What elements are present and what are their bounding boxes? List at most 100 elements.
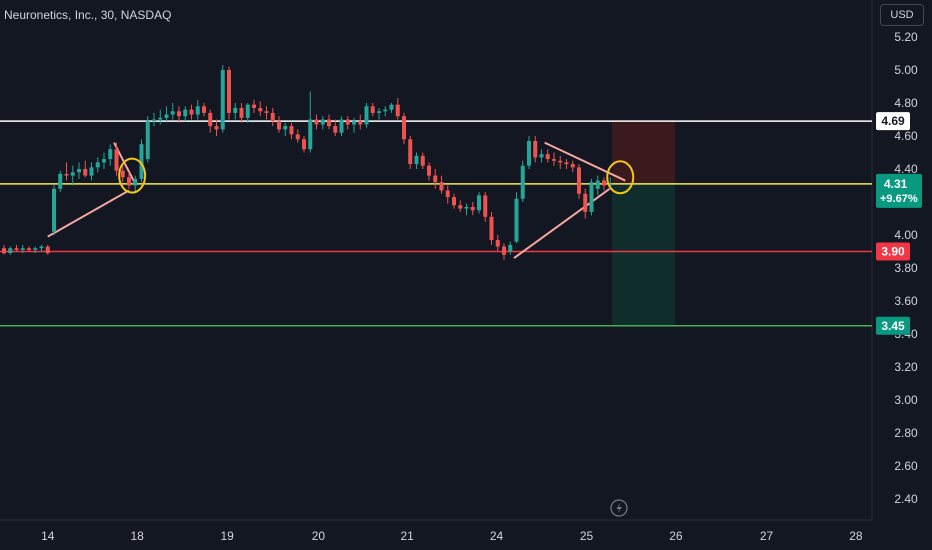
candle-body	[164, 114, 169, 118]
candle-body	[170, 111, 175, 115]
y-tick-label: 3.20	[894, 360, 918, 374]
candle	[233, 103, 238, 120]
price-label-yellow: 4.31 +9.67%	[876, 173, 922, 208]
candle	[108, 144, 113, 166]
candle	[583, 188, 588, 219]
candle	[183, 106, 188, 122]
candle	[114, 142, 119, 176]
candle-body	[239, 107, 244, 118]
candle	[452, 193, 456, 209]
candle	[570, 160, 575, 173]
candle	[333, 119, 338, 136]
candle	[202, 103, 206, 117]
candle-body	[489, 216, 494, 240]
candle-body	[20, 248, 25, 250]
price-label-white: 4.69	[876, 112, 910, 131]
x-tick-label: 27	[760, 529, 774, 543]
lightning-icon-ring	[610, 499, 628, 517]
candle-body	[527, 140, 531, 166]
candle	[77, 162, 81, 179]
candle	[595, 175, 600, 196]
candle	[89, 162, 94, 181]
candle	[502, 243, 506, 260]
candle	[227, 66, 231, 120]
candle-body	[133, 178, 138, 186]
currency-button[interactable]: USD	[880, 4, 924, 26]
candle	[164, 106, 169, 122]
candle	[527, 136, 531, 169]
candle-body	[539, 154, 544, 158]
candle	[383, 106, 388, 117]
candle	[370, 103, 375, 117]
candle	[345, 116, 350, 130]
candle-body	[377, 111, 381, 113]
take-profit-zone	[612, 183, 676, 326]
candle	[327, 114, 331, 130]
lightning-icon-bolt	[616, 502, 622, 514]
candle	[220, 65, 225, 133]
stop-loss-zone	[612, 121, 676, 184]
candle-body	[264, 111, 269, 113]
candle-body	[70, 172, 75, 176]
x-tick-label: 25	[580, 529, 594, 543]
candle	[139, 139, 144, 183]
candle-body	[364, 106, 369, 125]
candle-body	[102, 159, 106, 163]
candle-body	[58, 173, 63, 189]
candle-body	[127, 177, 131, 186]
y-tick-label: 2.60	[894, 459, 918, 473]
y-tick-label: 3.60	[894, 294, 918, 308]
candle-body	[408, 139, 413, 165]
candle-body	[389, 104, 394, 110]
candle	[408, 136, 413, 169]
x-tick-label: 18	[130, 529, 144, 543]
price-label-text: 3.45	[881, 319, 905, 333]
candle	[414, 152, 419, 169]
y-tick-label: 5.20	[894, 30, 918, 44]
candle-body	[333, 126, 338, 133]
candle-body	[439, 182, 444, 191]
candle	[152, 112, 156, 127]
candle	[133, 175, 138, 193]
candle-body	[89, 167, 94, 176]
candle	[270, 107, 275, 127]
candle-body	[252, 104, 256, 108]
y-tick-label: 2.80	[894, 426, 918, 440]
candle-body	[320, 119, 325, 125]
candle	[395, 98, 400, 120]
symbol-title: Neuronetics, Inc., 30, NASDAQ	[4, 8, 172, 22]
candle	[477, 192, 481, 214]
candle	[552, 152, 556, 166]
candle	[483, 192, 488, 222]
candle	[564, 159, 569, 169]
candle-body	[64, 173, 69, 176]
candle	[264, 106, 269, 120]
candle	[277, 116, 281, 133]
candle	[602, 177, 606, 191]
candle	[95, 157, 100, 173]
candle-body	[339, 119, 344, 133]
candle	[589, 178, 594, 216]
y-tick-label: 4.40	[894, 162, 918, 176]
x-tick-label: 24	[490, 529, 504, 543]
candle	[27, 246, 31, 252]
candle	[314, 114, 319, 130]
candle-body	[570, 164, 575, 168]
candle-body	[283, 126, 288, 130]
candle-body	[202, 106, 206, 113]
candle-body	[470, 206, 475, 211]
lightning-icon[interactable]	[610, 499, 628, 517]
candle	[520, 160, 525, 202]
y-tick-label: 4.00	[894, 228, 918, 242]
candle-body	[514, 198, 519, 242]
candle-body	[445, 190, 450, 198]
highlight-circle	[606, 160, 635, 195]
candle-body	[245, 104, 250, 118]
candle	[464, 203, 469, 216]
candle	[258, 101, 263, 117]
candle	[470, 202, 475, 216]
price-label-bg	[876, 242, 910, 261]
x-tick-label: 21	[400, 529, 414, 543]
candle-body	[395, 104, 400, 117]
